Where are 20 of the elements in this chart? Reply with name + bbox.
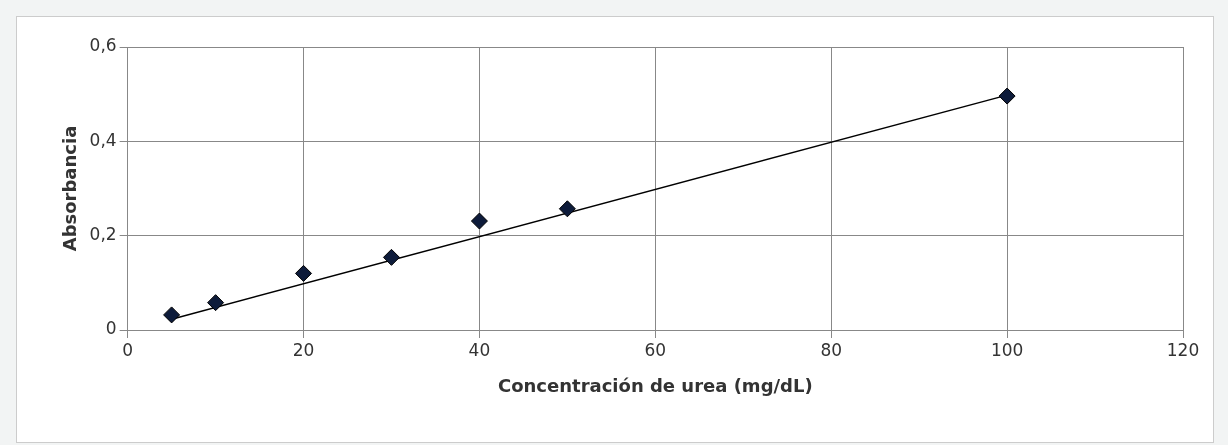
x-tick-label: 0 xyxy=(122,339,134,360)
x-tick-label: 40 xyxy=(468,339,491,360)
x-tick-label: 20 xyxy=(292,339,315,360)
y-axis-title: Absorbancia xyxy=(59,125,81,252)
y-tick-label: 0,2 xyxy=(89,224,117,245)
y-tick-label: 0,4 xyxy=(89,129,117,150)
y-tick-label: 0 xyxy=(105,318,117,339)
x-tick-label: 120 xyxy=(1166,339,1200,360)
point xyxy=(470,212,488,230)
point xyxy=(998,87,1016,105)
x-tick-label: 80 xyxy=(820,339,843,360)
point xyxy=(558,200,576,218)
x-tick-label: 60 xyxy=(644,339,667,360)
point xyxy=(382,248,400,266)
point xyxy=(207,294,225,312)
point xyxy=(163,306,181,324)
x-axis-title: Concentración de urea (mg/dL) xyxy=(497,374,813,396)
x-tick-label: 100 xyxy=(990,339,1024,360)
point xyxy=(295,264,313,282)
y-tick-label: 0,6 xyxy=(89,35,117,56)
